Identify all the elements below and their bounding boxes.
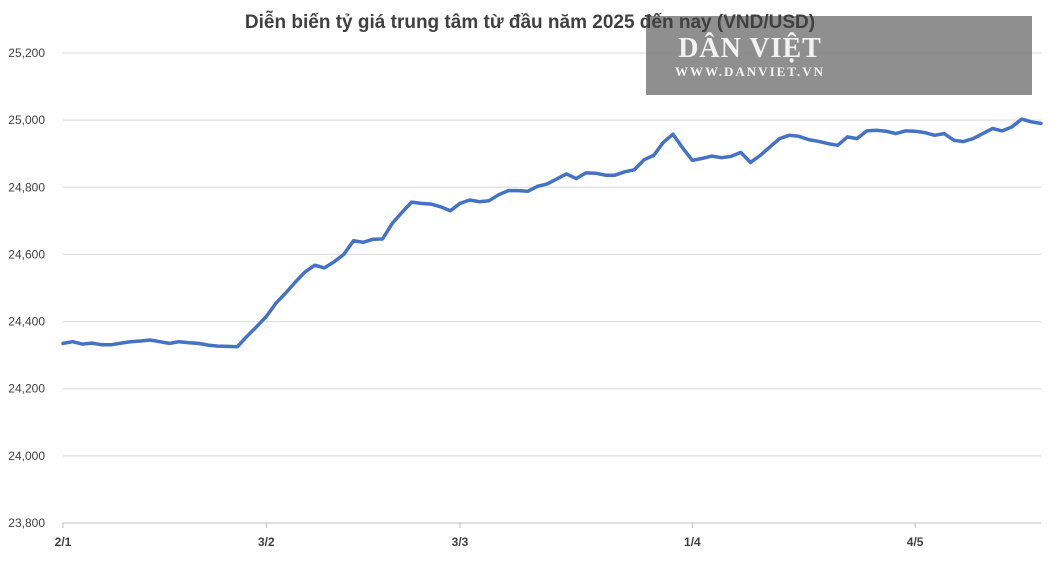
y-tick-label: 24,200 — [8, 382, 45, 396]
x-tick-label: 1/4 — [684, 535, 701, 549]
gridlines — [63, 52, 1041, 524]
y-tick-label: 25,000 — [8, 113, 45, 127]
x-tick-label: 2/1 — [55, 535, 72, 549]
y-tick-label: 23,800 — [8, 516, 45, 530]
x-tick-label: 3/2 — [258, 535, 275, 549]
series-line — [61, 117, 1043, 349]
y-axis-ticks: 23,800 24,000 24,200 24,400 24,600 24,800 25,0… — [8, 46, 45, 530]
chart-title: Diễn biến tỷ giá trung tâm từ đầu năm 20… — [245, 11, 815, 33]
x-axis-ticks: 2/13/23/31/44/52/6 — [55, 523, 924, 549]
watermark-box — [646, 16, 1032, 95]
y-tick-label: 24,800 — [8, 180, 45, 194]
y-tick-label: 25,200 — [8, 46, 45, 60]
x-tick-label: 4/5 — [907, 535, 924, 549]
y-tick-label: 24,600 — [8, 247, 45, 261]
y-tick-label: 24,000 — [8, 449, 45, 463]
watermark-name: DÂN VIỆT — [678, 33, 822, 64]
series-layer — [61, 117, 1043, 349]
watermark-url: WWW.DANVIET.VN — [675, 64, 825, 79]
x-tick-label: 3/3 — [452, 535, 469, 549]
watermark-logo: DÂN VIỆT WWW.DANVIET.VN — [646, 16, 1032, 95]
y-tick-label: 24,400 — [8, 315, 45, 329]
